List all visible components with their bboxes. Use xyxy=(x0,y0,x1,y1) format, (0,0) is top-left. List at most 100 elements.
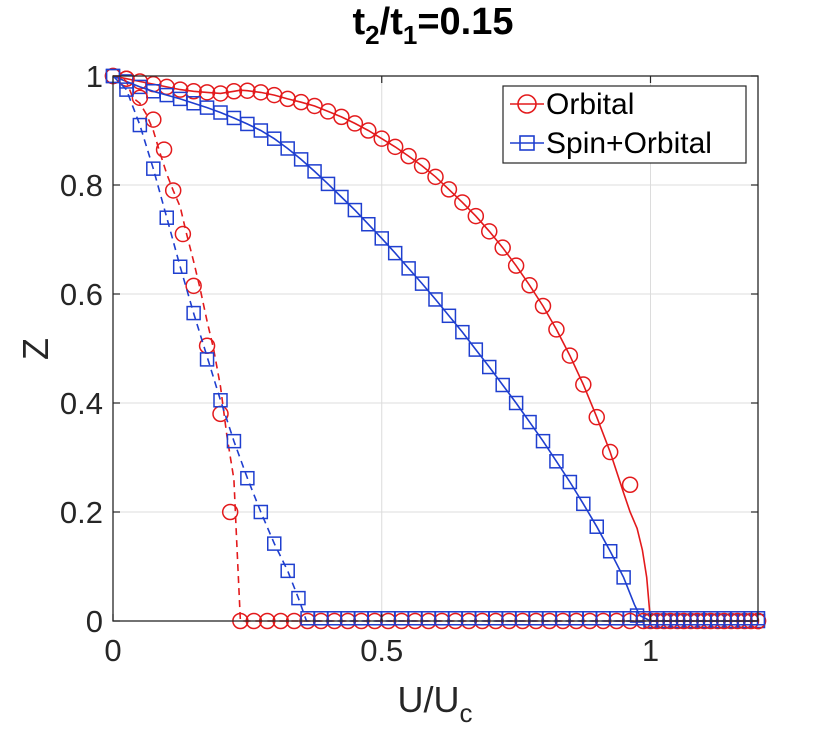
data-point xyxy=(413,157,431,175)
data-point xyxy=(374,231,389,246)
data-point xyxy=(347,202,363,218)
data-point xyxy=(507,257,525,274)
data-point xyxy=(213,393,228,408)
data-point xyxy=(307,164,322,179)
data-point xyxy=(575,376,592,393)
data-point xyxy=(334,189,349,205)
y-tick-label: 0.4 xyxy=(60,386,103,421)
x-axis-label: U/Uc xyxy=(398,679,473,728)
data-point xyxy=(576,496,591,512)
plot-frame xyxy=(112,75,759,622)
data-point xyxy=(401,261,416,276)
legend-marker-orbital xyxy=(517,94,537,114)
x-tick-label: 1 xyxy=(642,633,659,668)
data-point xyxy=(621,476,639,493)
data-point xyxy=(119,82,134,97)
data-point xyxy=(534,297,552,315)
data-point xyxy=(253,123,269,138)
data-point xyxy=(280,563,295,579)
data-point xyxy=(495,377,510,393)
data-point xyxy=(240,470,255,486)
data-point xyxy=(226,433,242,449)
data-point xyxy=(561,347,579,364)
data-point xyxy=(280,141,295,156)
data-point xyxy=(482,359,497,375)
series-line xyxy=(112,75,758,622)
data-point xyxy=(185,277,202,295)
data-point xyxy=(548,321,565,338)
data-point xyxy=(521,277,538,294)
data-point xyxy=(239,82,256,99)
data-point xyxy=(440,181,458,198)
legend-label-spin-orbital: Spin+Orbital xyxy=(546,127,712,160)
data-point xyxy=(146,161,161,176)
data-point xyxy=(164,182,182,199)
data-point xyxy=(387,245,403,261)
x-tick-label: 0.5 xyxy=(360,633,403,668)
data-point xyxy=(535,433,551,449)
data-point xyxy=(252,84,270,101)
legend-box xyxy=(502,85,747,164)
data-point xyxy=(172,259,188,274)
data-point xyxy=(468,342,484,357)
series-line xyxy=(112,75,758,622)
data-point xyxy=(174,225,192,243)
data-point xyxy=(602,543,618,559)
data-point xyxy=(588,408,605,426)
series-3 xyxy=(105,68,766,626)
data-point xyxy=(185,83,202,100)
data-point xyxy=(320,176,336,192)
data-point xyxy=(455,324,470,340)
data-point xyxy=(132,117,148,133)
y-tick-label: 0.8 xyxy=(60,168,103,203)
data-point xyxy=(333,108,350,126)
data-point xyxy=(198,84,216,101)
data-point xyxy=(361,216,376,232)
data-point xyxy=(441,308,457,324)
data-point xyxy=(616,570,631,585)
data-point xyxy=(522,414,537,430)
data-point xyxy=(346,115,364,132)
data-point xyxy=(414,276,430,291)
x-tick-label: 0 xyxy=(104,633,121,668)
data-point xyxy=(454,194,471,211)
data-point xyxy=(293,152,309,167)
data-point xyxy=(494,239,511,256)
data-point xyxy=(427,168,444,186)
data-point xyxy=(373,130,390,147)
data-point xyxy=(400,147,417,165)
data-point xyxy=(386,138,404,156)
data-point xyxy=(267,131,282,146)
data-point xyxy=(221,503,239,521)
data-point xyxy=(589,519,604,534)
y-tick-label: 1 xyxy=(86,59,103,94)
data-point xyxy=(186,305,201,321)
data-point xyxy=(131,89,149,107)
legend-label-orbital: Orbital xyxy=(546,88,634,121)
data-point xyxy=(481,223,498,240)
data-point xyxy=(212,85,229,102)
tick-labels: 0 0.5 1 0 0.2 0.4 0.6 0.8 1 xyxy=(60,59,659,668)
data-point xyxy=(508,395,524,411)
data-point xyxy=(199,352,215,367)
data-point xyxy=(253,504,269,520)
data-point xyxy=(291,590,306,606)
data-point xyxy=(549,454,564,469)
data-point xyxy=(155,141,173,158)
series-line xyxy=(112,75,758,622)
data-point xyxy=(467,207,485,225)
data-point xyxy=(428,292,443,307)
data-point xyxy=(360,122,377,139)
data-point xyxy=(225,83,243,100)
y-tick-label: 0.6 xyxy=(60,277,103,312)
chart-title: t2/t1=0.15 xyxy=(353,1,514,50)
ticks xyxy=(112,75,758,622)
y-tick-label: 0.2 xyxy=(60,495,103,530)
data-point xyxy=(159,210,174,225)
data-point xyxy=(267,536,282,551)
data-point xyxy=(601,443,619,461)
y-tick-label: 0 xyxy=(86,604,103,639)
data-point xyxy=(562,474,578,490)
legend: Orbital Spin+Orbital xyxy=(502,85,747,164)
